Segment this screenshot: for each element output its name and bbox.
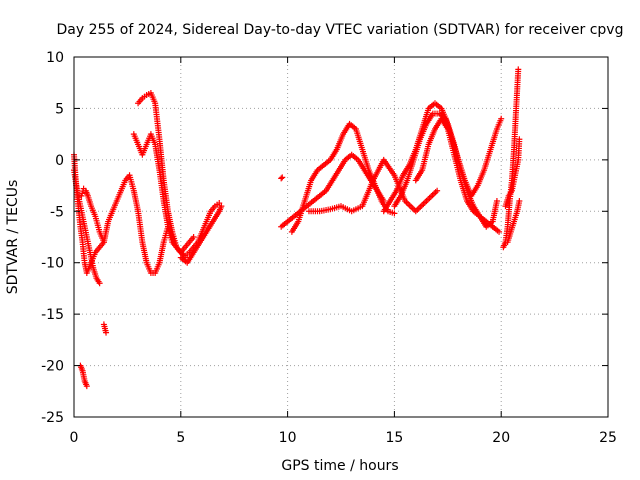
series-arc-o: [412, 115, 503, 235]
series-arc-f: [177, 203, 225, 266]
x-tick-label: 10: [279, 430, 297, 446]
data-point: [515, 66, 522, 73]
y-tick-label: 5: [55, 101, 64, 117]
data-point: [391, 210, 398, 217]
series-arc-k: [288, 120, 398, 235]
data-point: [279, 174, 286, 181]
tick-labels: 0 5 10 15 20 25 -25 -20 -15 -10 -5 0 5 10: [41, 50, 617, 446]
data-point: [434, 187, 441, 194]
series-arc-q: [502, 136, 523, 210]
x-tick-label: 25: [599, 430, 617, 446]
data-point: [218, 203, 225, 210]
data-point: [190, 234, 197, 240]
data-point: [498, 115, 505, 122]
y-tick-label: -15: [41, 307, 64, 323]
chart-title: Day 255 of 2024, Sidereal Day-to-day VTE…: [57, 22, 624, 38]
data-point: [216, 200, 223, 207]
series-arc-g: [77, 362, 90, 390]
series-arc-h: [100, 321, 110, 336]
data-point: [516, 136, 523, 143]
x-axis-label: GPS time / hours: [281, 458, 398, 474]
y-tick-label: -20: [41, 359, 64, 375]
data-point: [496, 228, 503, 235]
series-arc-i: [278, 174, 286, 182]
series-arc-d: [135, 90, 223, 259]
data-point: [96, 280, 103, 287]
grid: [74, 57, 608, 417]
y-tick-label: -5: [50, 204, 64, 220]
y-tick-label: 10: [46, 50, 64, 66]
data-point: [493, 198, 500, 204]
data-point: [103, 329, 110, 336]
x-tick-label: 15: [385, 430, 403, 446]
x-tick-label: 0: [70, 430, 79, 446]
data-point: [83, 383, 90, 390]
axis-ticks: [73, 56, 609, 418]
y-tick-label: 0: [55, 153, 64, 169]
y-tick-label: -25: [41, 410, 64, 426]
x-tick-label: 5: [176, 430, 185, 446]
x-tick-label: 20: [492, 430, 510, 446]
data-points: [71, 66, 523, 390]
series-arc-r: [504, 198, 523, 246]
y-tick-label: -10: [41, 256, 64, 272]
data-point: [516, 198, 523, 204]
plot-frame: [73, 56, 609, 418]
series-arc-e: [130, 131, 197, 256]
y-axis-label: SDTVAR / TECUs: [5, 180, 21, 295]
data-point: [278, 175, 285, 182]
